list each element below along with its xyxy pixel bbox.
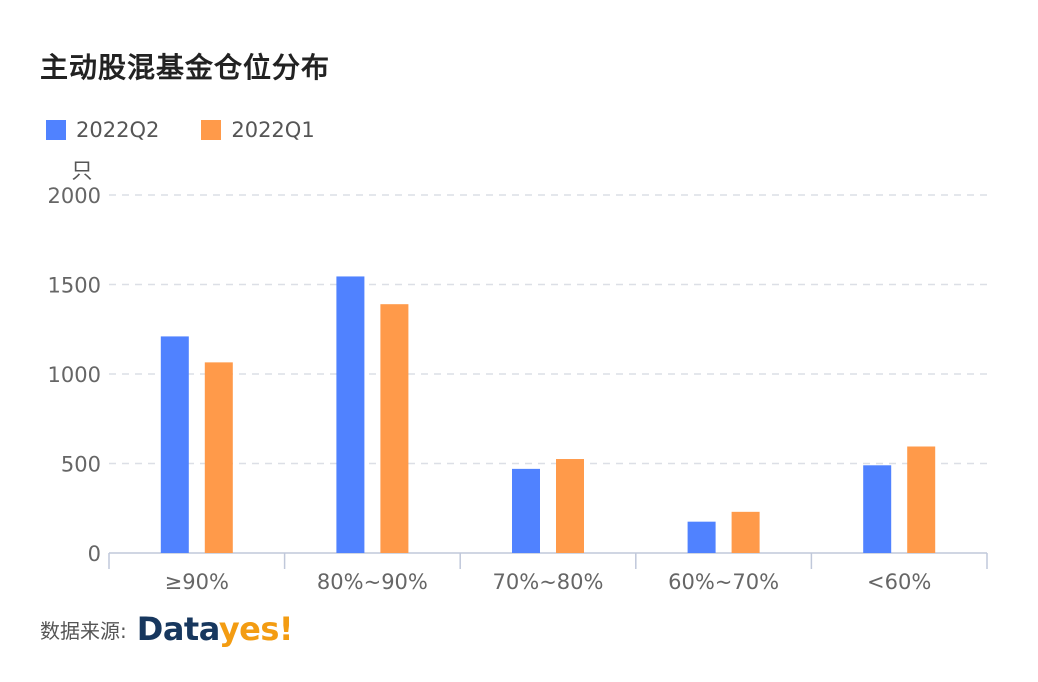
legend-item-q2[interactable]: 2022Q2 [46,118,159,142]
legend-label-q2: 2022Q2 [76,118,160,142]
x-tick-label: 60%~70% [668,570,779,594]
x-tick-label: 70%~80% [493,570,604,594]
legend: 2022Q2 2022Q1 [46,118,357,142]
data-source: 数据来源: Datayes! [40,610,294,648]
legend-swatch-q2 [46,120,66,140]
bar-2022q1 [731,511,760,553]
datayes-logo: Datayes! [136,610,294,648]
x-tick-label: <60% [867,570,931,594]
y-tick-label: 0 [88,542,101,566]
y-tick-label: 500 [61,453,101,477]
bar-2022q2 [863,465,892,553]
bar-2022q1 [204,362,233,553]
x-tick-label: 80%~90% [317,570,428,594]
y-axis-unit: 只 [72,159,93,183]
bar-2022q1 [380,304,409,553]
legend-label-q1: 2022Q1 [231,118,315,142]
chart-title: 主动股混基金仓位分布 [40,51,331,84]
bar-2022q2 [512,468,540,553]
legend-item-q1[interactable]: 2022Q1 [201,118,315,142]
legend-swatch-q1 [201,120,222,140]
y-tick-label: 1000 [48,363,101,387]
bar-2022q2 [687,521,716,553]
logo-accent: yes! [218,610,294,648]
logo-main: Data [136,610,220,648]
y-tick-label: 1500 [48,274,101,298]
bar-2022q2 [336,276,365,553]
y-tick-label: 2000 [48,184,101,208]
bar-2022q2 [160,336,189,553]
source-label: 数据来源: [40,618,127,643]
bar-2022q1 [907,446,936,553]
bar-2022q1 [556,459,584,553]
x-tick-label: ≥90% [165,570,229,594]
